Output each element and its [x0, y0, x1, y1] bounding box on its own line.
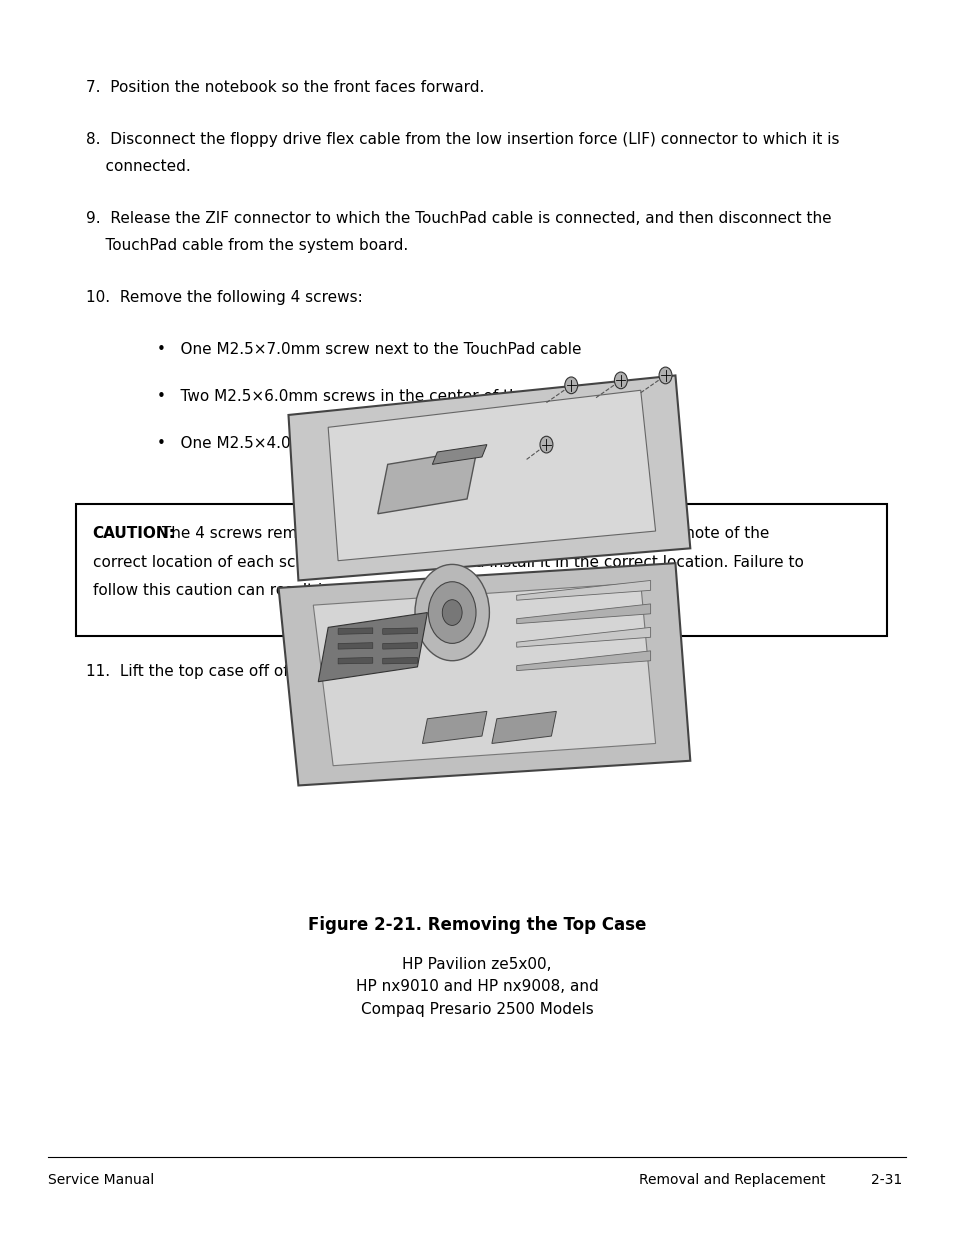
- Text: 8.  Disconnect the floppy drive flex cable from the low insertion force (LIF) co: 8. Disconnect the floppy drive flex cabl…: [86, 132, 839, 147]
- Polygon shape: [377, 450, 476, 514]
- Polygon shape: [382, 627, 417, 635]
- Text: connected.: connected.: [86, 159, 191, 174]
- Circle shape: [539, 436, 553, 453]
- Polygon shape: [517, 627, 650, 647]
- Circle shape: [564, 377, 578, 394]
- Polygon shape: [313, 583, 655, 766]
- Text: CAUTION:: CAUTION:: [92, 526, 175, 541]
- Text: •   One M2.5×7.0mm screw next to the TouchPad cable: • One M2.5×7.0mm screw next to the Touch…: [157, 342, 581, 357]
- Circle shape: [614, 372, 627, 389]
- Circle shape: [659, 367, 671, 384]
- Text: •   One M2.5×4.0mm screw on the right side of the top case: • One M2.5×4.0mm screw on the right side…: [157, 436, 620, 451]
- Text: •   Two M2.5×6.0mm screws in the center of the top case: • Two M2.5×6.0mm screws in the center of…: [157, 389, 598, 404]
- Text: HP Pavilion ze5x00,
HP nx9010 and HP nx9008, and
Compaq Presario 2500 Models: HP Pavilion ze5x00, HP nx9010 and HP nx9…: [355, 957, 598, 1016]
- Circle shape: [442, 600, 461, 625]
- Polygon shape: [337, 642, 373, 650]
- Text: Removal and Replacement: Removal and Replacement: [639, 1173, 824, 1187]
- Polygon shape: [337, 657, 373, 664]
- Polygon shape: [318, 613, 427, 682]
- Text: correct location of each screw as it is removed and install it in the correct lo: correct location of each screw as it is …: [92, 555, 802, 569]
- Polygon shape: [382, 642, 417, 650]
- Text: follow this caution can result in damage to the notebook.: follow this caution can result in damage…: [92, 583, 530, 598]
- Text: Service Manual: Service Manual: [48, 1173, 153, 1187]
- Text: 7.  Position the notebook so the front faces forward.: 7. Position the notebook so the front fa…: [86, 80, 484, 95]
- Text: The 4 screws removed in step 10 are 3 different lengths. Be sure to note of the: The 4 screws removed in step 10 are 3 di…: [157, 526, 769, 541]
- Text: Figure 2-21. Removing the Top Case: Figure 2-21. Removing the Top Case: [308, 916, 645, 935]
- Polygon shape: [492, 711, 556, 743]
- Polygon shape: [382, 657, 417, 664]
- Text: 10.  Remove the following 4 screws:: 10. Remove the following 4 screws:: [86, 290, 362, 305]
- Polygon shape: [517, 651, 650, 671]
- FancyBboxPatch shape: [76, 504, 886, 636]
- Text: 2-31: 2-31: [870, 1173, 902, 1187]
- Polygon shape: [328, 390, 655, 561]
- Polygon shape: [278, 563, 690, 785]
- Circle shape: [428, 582, 476, 643]
- Text: 11.  Lift the top case off of the notebook.: 11. Lift the top case off of the noteboo…: [86, 664, 399, 679]
- Polygon shape: [422, 711, 486, 743]
- Polygon shape: [432, 445, 486, 464]
- Polygon shape: [517, 580, 650, 600]
- Polygon shape: [337, 627, 373, 635]
- Text: TouchPad cable from the system board.: TouchPad cable from the system board.: [86, 238, 408, 253]
- Circle shape: [415, 564, 489, 661]
- Polygon shape: [517, 604, 650, 624]
- Text: 9.  Release the ZIF connector to which the TouchPad cable is connected, and then: 9. Release the ZIF connector to which th…: [86, 211, 831, 226]
- Polygon shape: [288, 375, 690, 580]
